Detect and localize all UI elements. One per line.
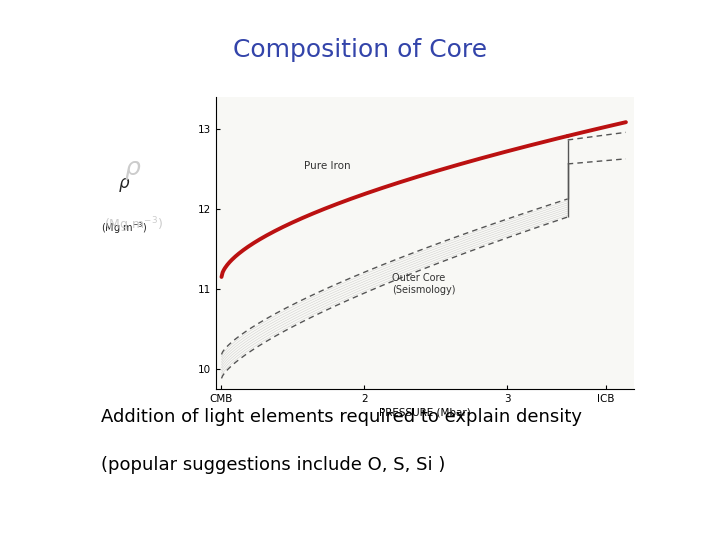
Text: (popular suggestions include O, S, Si ): (popular suggestions include O, S, Si ) — [101, 456, 445, 474]
Text: Outer Core
(Seismology): Outer Core (Seismology) — [392, 273, 455, 295]
Text: Pure Iron: Pure Iron — [304, 161, 351, 171]
Text: (Mg m$^{-3}$): (Mg m$^{-3}$) — [101, 220, 148, 237]
Text: $\rho$: $\rho$ — [125, 159, 142, 183]
Text: Addition of light elements required to explain density: Addition of light elements required to e… — [101, 408, 582, 426]
X-axis label: PRESSURE (Mbar): PRESSURE (Mbar) — [379, 408, 471, 418]
Text: $\rho$: $\rho$ — [118, 176, 130, 194]
Text: (Mg m$^{-3}$): (Mg m$^{-3}$) — [104, 215, 163, 235]
Text: Composition of Core: Composition of Core — [233, 38, 487, 62]
